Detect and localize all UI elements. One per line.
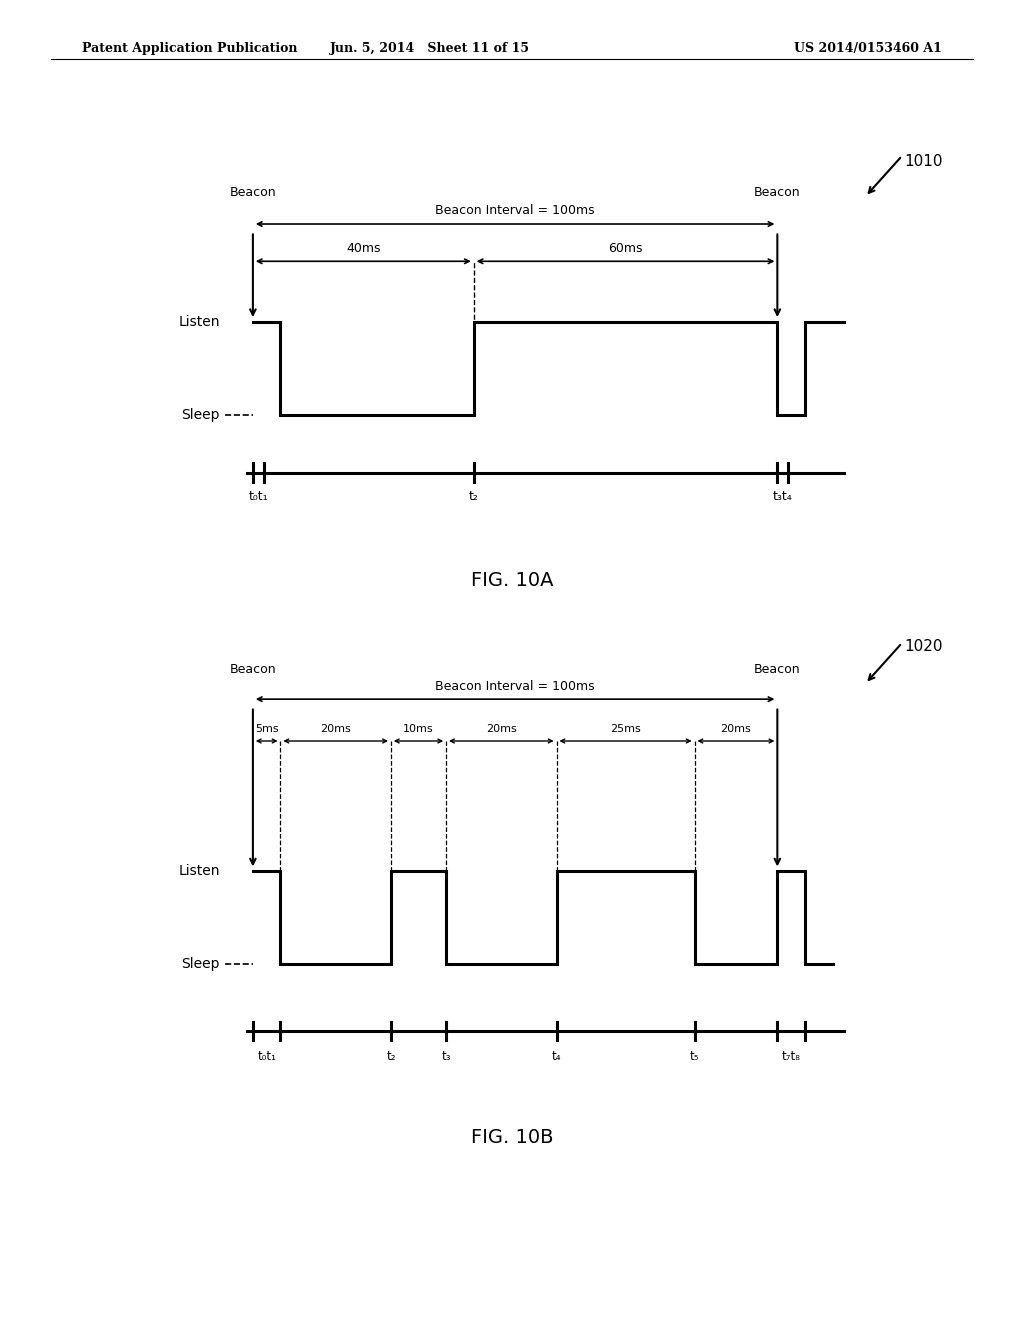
Text: t₃: t₃ xyxy=(441,1049,451,1063)
Text: Beacon Interval = 100ms: Beacon Interval = 100ms xyxy=(435,205,595,218)
Text: Patent Application Publication: Patent Application Publication xyxy=(82,42,297,55)
Text: 20ms: 20ms xyxy=(486,725,517,734)
Text: 40ms: 40ms xyxy=(346,242,381,255)
Text: t₂: t₂ xyxy=(386,1049,395,1063)
Text: Beacon: Beacon xyxy=(754,186,801,199)
Text: 20ms: 20ms xyxy=(721,725,752,734)
Text: 1010: 1010 xyxy=(904,153,943,169)
Text: 60ms: 60ms xyxy=(608,242,643,255)
Text: 1020: 1020 xyxy=(904,639,943,655)
Text: Beacon: Beacon xyxy=(754,663,801,676)
Text: t₇t₈: t₇t₈ xyxy=(781,1049,801,1063)
Text: t₅: t₅ xyxy=(690,1049,699,1063)
Text: FIG. 10A: FIG. 10A xyxy=(471,572,553,590)
Text: 10ms: 10ms xyxy=(403,725,434,734)
Text: t₄: t₄ xyxy=(552,1049,561,1063)
Text: Beacon Interval = 100ms: Beacon Interval = 100ms xyxy=(435,680,595,693)
Text: t₀t₁: t₀t₁ xyxy=(249,490,268,503)
Text: Jun. 5, 2014   Sheet 11 of 15: Jun. 5, 2014 Sheet 11 of 15 xyxy=(330,42,530,55)
Text: t₂: t₂ xyxy=(469,490,478,503)
Text: 5ms: 5ms xyxy=(255,725,279,734)
Text: Beacon: Beacon xyxy=(229,186,276,199)
Text: 20ms: 20ms xyxy=(321,725,351,734)
Text: t₀t₁: t₀t₁ xyxy=(257,1049,276,1063)
Text: 25ms: 25ms xyxy=(610,725,641,734)
Text: FIG. 10B: FIG. 10B xyxy=(471,1129,553,1147)
Text: Beacon: Beacon xyxy=(229,663,276,676)
Text: Sleep: Sleep xyxy=(181,408,220,422)
Text: US 2014/0153460 A1: US 2014/0153460 A1 xyxy=(795,42,942,55)
Text: Listen: Listen xyxy=(178,315,220,329)
Text: Sleep: Sleep xyxy=(181,957,220,972)
Text: t₃t₄: t₃t₄ xyxy=(773,490,793,503)
Text: Listen: Listen xyxy=(178,865,220,878)
